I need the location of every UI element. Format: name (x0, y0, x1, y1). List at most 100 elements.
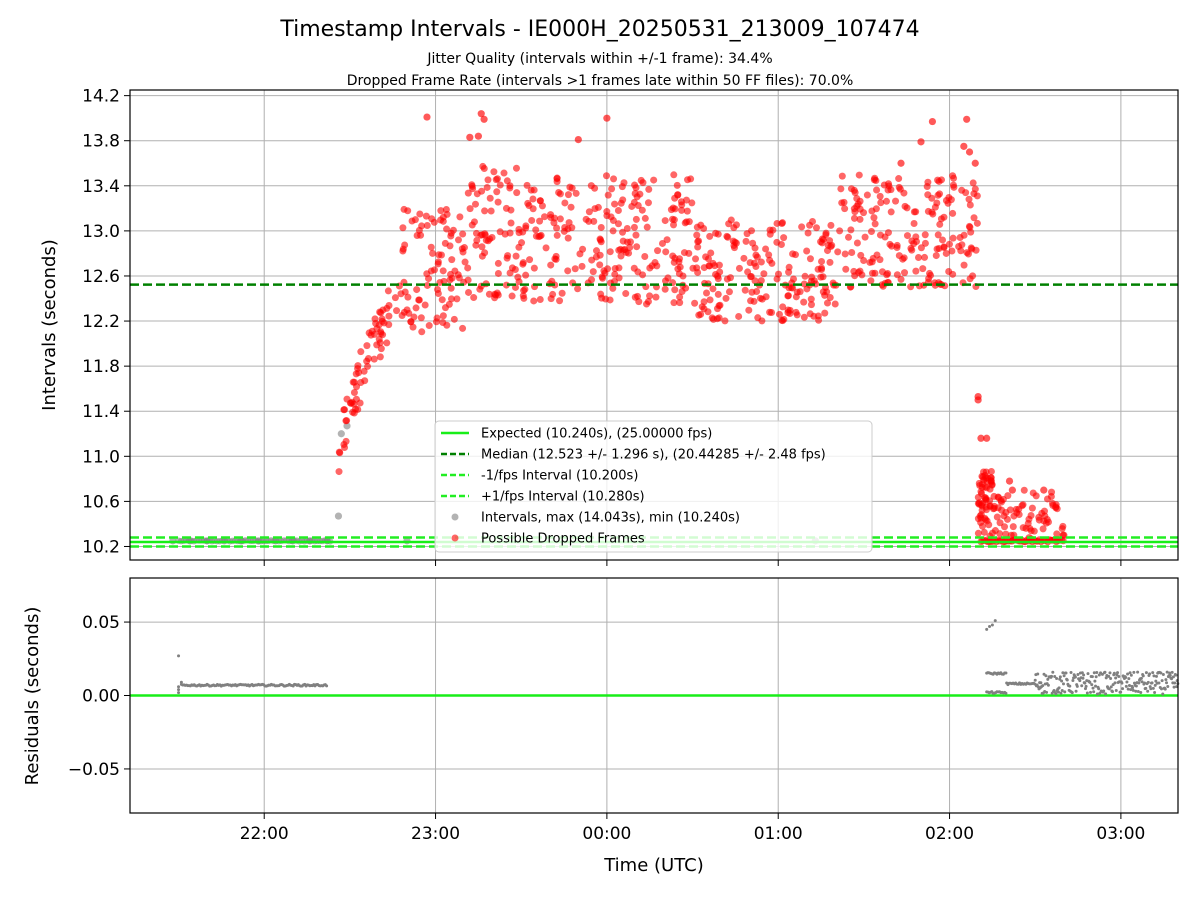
dropped-frame-point (709, 285, 717, 293)
intervals-y-tick-label: 10.2 (82, 537, 120, 557)
dropped-frame-point (850, 267, 858, 275)
dropped-frame-point (536, 295, 544, 303)
residual-point (1168, 671, 1172, 675)
dropped-frame-point (644, 199, 652, 207)
dropped-frame-point (445, 300, 453, 308)
residual-point (1134, 684, 1138, 688)
dropped-frame-point (522, 271, 530, 279)
dropped-frame-point (437, 207, 445, 215)
dropped-frame-point (757, 258, 765, 266)
dropped-frame-point (588, 256, 596, 264)
residual-point (1120, 681, 1124, 685)
dropped-frame-point (969, 272, 977, 280)
residuals-panel: −0.05 0.00 0.05 22:00 23:00 00:00 01:00 02:00 0… (22, 577, 1180, 876)
residual-point (1175, 685, 1179, 689)
dropped-frame-point (708, 314, 716, 322)
dropped-frame-point (603, 114, 611, 122)
residual-point (1150, 681, 1154, 685)
residual-point (1059, 691, 1063, 695)
residual-point (1117, 675, 1121, 679)
dropped-frame-point (481, 207, 489, 215)
dropped-frame-point (700, 305, 708, 313)
dropped-frame-point (560, 227, 568, 235)
dropped-frame-point (646, 264, 654, 272)
residual-point (1078, 679, 1082, 683)
dropped-frame-point (453, 295, 461, 303)
dropped-frame-point (945, 268, 953, 276)
dropped-frame-point (765, 251, 773, 259)
dropped-frame-point (895, 175, 903, 183)
intervals-legend: Expected (10.240s), (25.00000 fps) Median… (434, 420, 873, 553)
residual-point (1110, 690, 1114, 694)
dropped-frame-point (609, 227, 617, 235)
dropped-frame-point (742, 237, 750, 245)
residual-point (1090, 683, 1094, 687)
dropped-frame-point (411, 216, 419, 224)
residual-point (179, 680, 183, 684)
dropped-frame-point (360, 367, 368, 375)
dropped-frame-point (614, 206, 622, 214)
dropped-frame-point (454, 236, 462, 244)
residual-point (1046, 677, 1050, 681)
dropped-frame-point (928, 194, 936, 202)
dropped-frame-point (682, 196, 690, 204)
dropped-frame-point (867, 277, 875, 285)
residual-point (1092, 690, 1096, 694)
dropped-frame-point (793, 311, 801, 319)
residual-point (1173, 681, 1177, 685)
dropped-frame-point (935, 245, 943, 253)
dropped-frame-point (949, 209, 957, 217)
residual-point (1153, 690, 1157, 694)
residual-point (1057, 686, 1061, 690)
residual-point (1166, 685, 1170, 689)
dropped-frame-point (988, 481, 996, 489)
dropped-frame-point (622, 248, 630, 256)
dropped-frame-point (777, 240, 785, 248)
residual-point (1082, 673, 1086, 677)
dropped-frame-point (948, 247, 956, 255)
x-tick-label: 22:00 (240, 824, 289, 844)
legend-marker-swatch (451, 534, 459, 542)
residual-point (1069, 670, 1073, 674)
intervals-y-tick-label: 12.6 (82, 267, 120, 287)
residual-point (1080, 671, 1084, 675)
dropped-frame-point (413, 286, 421, 294)
dropped-frame-point (384, 287, 392, 295)
residual-point (1053, 675, 1057, 679)
dropped-frame-point (506, 182, 514, 190)
dropped-frame-point (784, 306, 792, 314)
dropped-frame-point (901, 202, 909, 210)
intervals-y-tick-label: 13.4 (82, 177, 120, 197)
dropped-frame-point (1028, 504, 1036, 512)
dropped-frame-point (556, 297, 564, 305)
residual-point (1139, 690, 1143, 694)
dropped-frame-point (700, 264, 708, 272)
dropped-frame-point (663, 236, 671, 244)
dropped-frame-point (1001, 523, 1009, 531)
dropped-frame-point (493, 175, 501, 183)
dropped-frame-point (970, 214, 978, 222)
residual-point (1174, 673, 1178, 677)
dropped-frame-point (861, 233, 869, 241)
legend-label: Intervals, max (14.043s), min (10.240s) (481, 511, 740, 526)
dropped-frame-point (1040, 486, 1048, 494)
dropped-frame-point (801, 272, 809, 280)
dropped-frame-point (611, 200, 619, 208)
dropped-frame-point (646, 292, 654, 300)
dropped-frame-point (514, 273, 522, 281)
dropped-frame-point (688, 199, 696, 207)
dropped-frame-point (606, 296, 614, 304)
dropped-frame-point (376, 308, 384, 316)
dropped-frame-point (977, 488, 985, 496)
dropped-frame-point (965, 195, 973, 203)
dropped-frame-point (429, 249, 437, 257)
dropped-frame-point (785, 268, 793, 276)
dropped-frame-point (855, 171, 863, 179)
dropped-frame-point (1015, 505, 1023, 513)
dropped-frame-point (437, 251, 445, 259)
dropped-frame-point (893, 271, 901, 279)
dropped-frame-point (631, 181, 639, 189)
residual-point (1062, 674, 1066, 678)
dropped-frame-point (1004, 492, 1012, 500)
dropped-frame-point (476, 285, 484, 293)
